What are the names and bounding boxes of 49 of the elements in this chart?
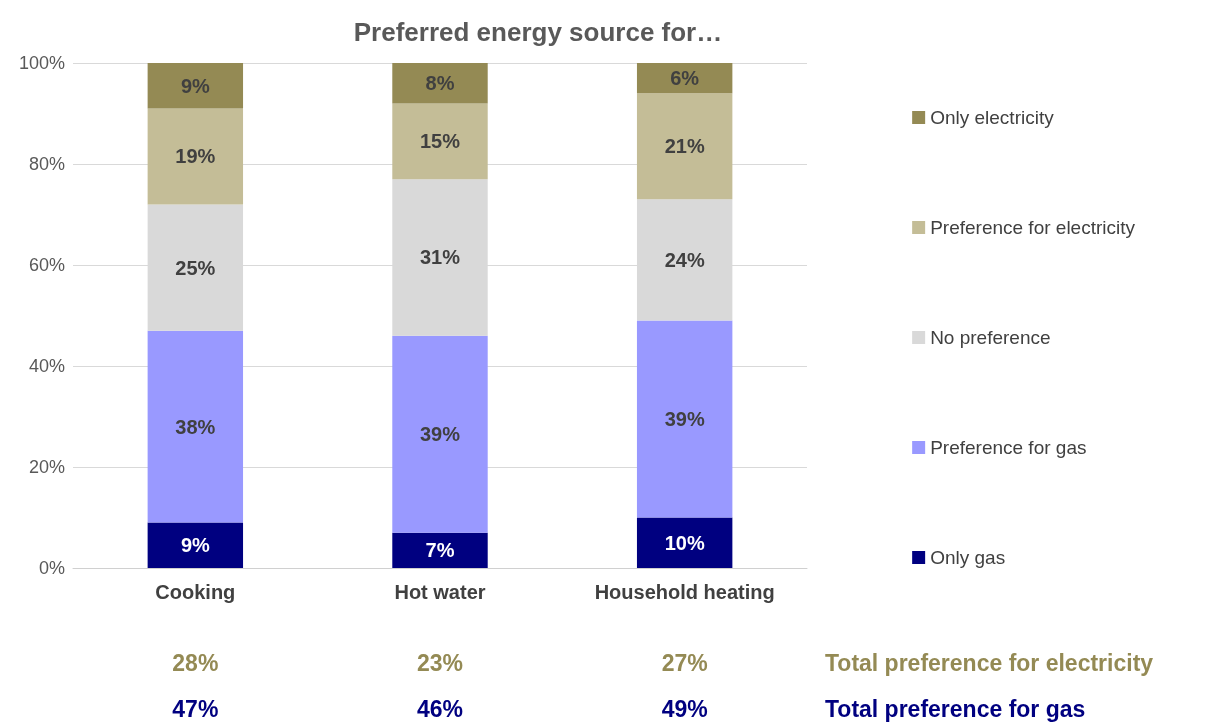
legend-label: Preference for gas [930,437,1087,458]
y-tick-label: 80% [28,154,65,174]
data-label: 24% [664,248,705,271]
text: 27% [661,650,708,676]
chart-title: Preferred energy source for… [353,17,723,47]
data-label: 8% [425,72,455,95]
data-label: 9% [180,534,210,557]
bar [636,517,733,568]
legend-label: Preference for electricity [930,217,1136,238]
data-label: 25% [175,256,216,279]
y-tick-label: 100% [18,53,65,73]
x-tick-label: Household heating [594,581,775,603]
text: Total preference for electricity [825,650,1154,676]
y-tick-label: 20% [28,457,65,477]
y-tick-label: 0% [38,558,65,578]
legend-label: No preference [930,327,1051,348]
text: Total preference for gas [825,696,1086,722]
text: 28% [172,650,219,676]
data-label: 38% [175,415,216,438]
bar [392,532,488,568]
bar [636,93,733,200]
data-label: 21% [664,135,705,158]
data-label: 39% [664,408,705,431]
bar [392,335,488,533]
data-label: 15% [419,130,461,153]
x-tick-label: Cooking [155,581,236,603]
bar [147,108,244,205]
data-label: 6% [670,67,700,90]
data-label: 7% [425,539,455,562]
bar [392,63,488,104]
text: 23% [416,650,464,676]
data-label: 10% [664,531,705,554]
bar [636,320,733,518]
y-tick-label: 40% [28,356,65,376]
bar [147,330,244,523]
text: 46% [416,696,464,722]
bar [147,522,244,568]
y-tick-label: 60% [28,255,65,275]
data-label: 9% [180,74,210,97]
x-tick-label: Hot water [394,581,486,603]
text: 49% [661,696,708,722]
text: 47% [172,696,219,722]
legend-label: Only gas [930,547,1006,568]
legend-label: Only electricity [930,107,1055,128]
bar [147,63,244,109]
data-label: 19% [175,145,216,168]
bar [392,103,488,180]
data-label: 39% [419,423,461,446]
data-label: 31% [419,246,461,269]
